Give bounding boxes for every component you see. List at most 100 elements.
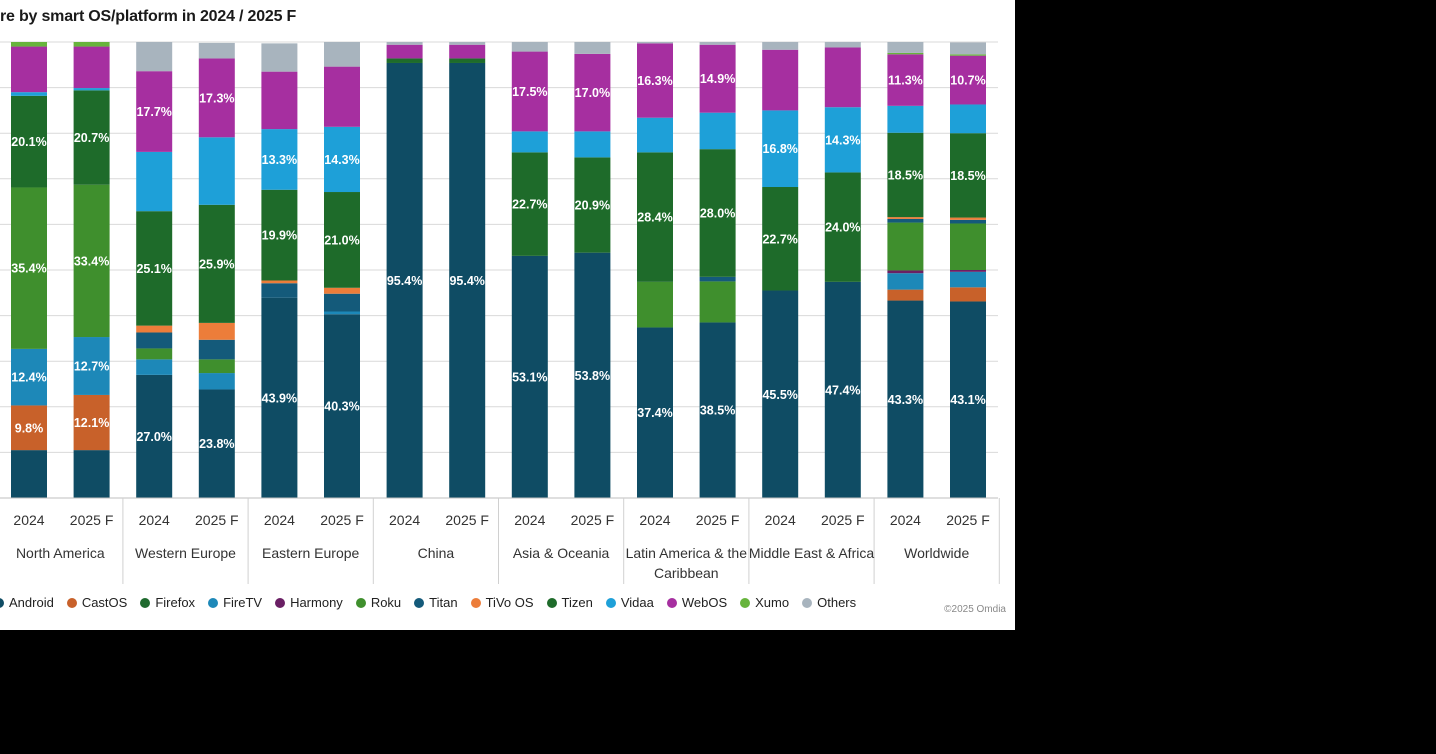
legend-label: Xumo <box>755 595 790 610</box>
data-label: 17.0% <box>575 86 610 100</box>
bar-segment-titan <box>136 332 173 349</box>
bar-segment-webos <box>261 71 298 130</box>
bar-segment-android <box>449 62 486 498</box>
bar-segment-castos <box>73 394 110 451</box>
bar-segment-xumo <box>887 52 924 55</box>
bar-segment-castos <box>887 289 924 301</box>
bar-segment-tizen <box>824 172 861 282</box>
bar-segment-firetv <box>73 337 110 395</box>
bar-segment-vidaa <box>324 126 360 193</box>
data-label: 10.7% <box>950 74 985 88</box>
legend-label: WebOS <box>681 595 728 610</box>
bar-segment-webos <box>386 44 423 59</box>
bar-segment-tizen <box>386 58 423 63</box>
bar-segment-roku <box>887 222 924 271</box>
x-tick-label: 2025 F <box>696 512 740 528</box>
bar-segment-webos <box>762 49 799 111</box>
bar-segment-firetv <box>950 271 986 288</box>
bar-segment-webos <box>11 46 47 93</box>
data-label: 43.9% <box>262 391 297 405</box>
bar-segment-roku <box>73 184 110 338</box>
data-label: 22.7% <box>762 232 797 246</box>
legend-swatch-icon <box>0 597 4 608</box>
bar-segment-vidaa <box>699 112 736 150</box>
data-label: 17.5% <box>512 85 547 99</box>
group-label: Eastern Europe <box>262 545 359 561</box>
data-label: 19.9% <box>262 229 297 243</box>
bar-segment-castos <box>11 405 47 451</box>
group-label: China <box>418 545 455 561</box>
legend-item-vidaa: Vidaa <box>605 595 654 610</box>
data-label: 18.5% <box>888 168 923 182</box>
data-label: 21.0% <box>324 233 359 247</box>
bar-segment-firetv <box>887 273 924 290</box>
bar-segment-roku <box>11 187 47 349</box>
bar-segment-tizen <box>950 133 986 218</box>
data-label: 28.0% <box>700 207 735 221</box>
bar-segment-firetv <box>198 373 235 390</box>
bar-segment-android <box>386 62 423 498</box>
bar-segment-tizen <box>73 90 110 185</box>
bar-segment-tizen <box>637 152 673 282</box>
bar-segment-tivo-os <box>324 287 360 294</box>
data-label: 16.3% <box>637 74 672 88</box>
x-tick-label: 2024 <box>389 512 420 528</box>
bar-segment-others <box>574 42 611 54</box>
group-label: Caribbean <box>654 565 719 581</box>
group-label: Western Europe <box>135 545 236 561</box>
data-label: 40.3% <box>324 400 359 414</box>
data-label: 28.4% <box>637 211 672 225</box>
bar-segment-android <box>574 252 611 498</box>
legend-swatch-icon <box>355 597 366 608</box>
data-label: 23.8% <box>199 437 234 451</box>
bar-segment-vidaa <box>762 110 799 188</box>
bar-segment-xumo <box>73 42 110 47</box>
bar-segment-tivo-os <box>261 280 298 284</box>
bar-segment-android <box>261 297 298 498</box>
bar-segment-webos <box>198 58 235 138</box>
data-label: 33.4% <box>74 254 109 268</box>
chart-panel: re by smart OS/platform in 2024 / 2025 F… <box>0 0 1015 630</box>
legend-swatch-icon <box>546 597 557 608</box>
data-label: 16.8% <box>762 142 797 156</box>
legend-item-harmony: Harmony <box>275 595 343 610</box>
bar-segment-webos <box>887 54 924 106</box>
legend-item-titan: Titan <box>414 595 458 610</box>
bar-segment-android <box>762 290 799 498</box>
bar-segment-firetv <box>136 359 173 375</box>
x-tick-label: 2025 F <box>70 512 114 528</box>
bar-segment-tizen <box>198 204 235 323</box>
bar-segment-titan <box>950 219 986 224</box>
legend-item-android: Android <box>0 595 54 610</box>
bar-segment-android <box>637 327 673 498</box>
data-label: 22.7% <box>512 198 547 212</box>
bar-segment-vidaa <box>824 107 861 173</box>
bar-segment-roku <box>136 348 173 360</box>
chart-title: re by smart OS/platform in 2024 / 2025 F <box>0 8 297 25</box>
legend-label: Harmony <box>290 595 343 610</box>
bar-segment-vidaa <box>136 151 173 212</box>
bar-segment-android <box>11 450 47 498</box>
bar-segment-vidaa <box>73 88 110 91</box>
bar-segment-tivo-os <box>950 217 986 220</box>
legend-swatch-icon <box>605 597 616 608</box>
data-label: 43.1% <box>950 393 985 407</box>
data-label: 14.3% <box>324 153 359 167</box>
bar-segment-android <box>824 281 861 498</box>
bar-segment-others <box>198 42 235 59</box>
bar-segment-vidaa <box>887 105 924 133</box>
bar-segment-webos <box>73 46 110 89</box>
data-label: 25.9% <box>199 257 234 271</box>
bar-segment-vidaa <box>198 137 235 205</box>
bar-segment-xumo <box>950 54 986 56</box>
legend-item-others: Others <box>802 595 856 610</box>
data-label: 17.7% <box>136 105 171 119</box>
legend-swatch-icon <box>414 597 425 608</box>
bar-segment-webos <box>449 44 486 59</box>
data-label: 12.4% <box>11 371 46 385</box>
x-tick-label: 2024 <box>264 512 295 528</box>
data-label: 13.3% <box>262 153 297 167</box>
bar-segment-webos <box>136 71 173 152</box>
bar-segment-tizen <box>449 58 486 63</box>
data-label: 27.0% <box>136 430 171 444</box>
